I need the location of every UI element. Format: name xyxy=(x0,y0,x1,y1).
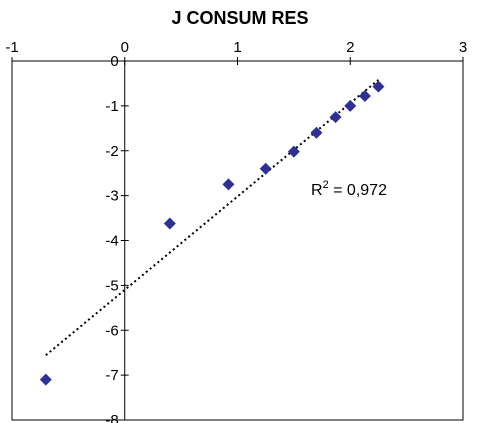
data-point xyxy=(310,126,323,139)
chart-title: J CONSUM RES xyxy=(171,8,309,28)
data-point xyxy=(372,80,385,93)
y-tick-label: 0 xyxy=(110,53,118,70)
x-tick-label: 3 xyxy=(459,39,467,56)
plot-area xyxy=(11,60,464,421)
y-tick-label: -4 xyxy=(105,233,118,250)
tick-labels: -1 0 1 2 3 0 -1 -2 -3 -4 -5 -6 -7 -8 xyxy=(5,39,467,423)
data-point xyxy=(344,99,357,112)
r-squared-label: R2 = 0,972 xyxy=(311,179,387,199)
x-tick-label: 2 xyxy=(346,39,354,56)
data-point xyxy=(163,217,176,230)
y-tick-label: -5 xyxy=(105,277,118,294)
y-tick-label: -6 xyxy=(105,322,118,339)
axes xyxy=(11,57,464,421)
y-tick-label: -3 xyxy=(105,188,118,205)
data-point xyxy=(259,162,272,175)
y-tick-label: -7 xyxy=(105,367,118,384)
x-tick-label: 1 xyxy=(233,39,241,56)
y-tick-label: -8 xyxy=(105,412,118,423)
data-points xyxy=(39,80,385,386)
data-point xyxy=(39,373,52,386)
trendline-group xyxy=(45,79,380,356)
y-tick-label: -2 xyxy=(105,143,118,160)
data-point xyxy=(329,111,342,124)
data-point xyxy=(287,145,300,158)
data-point xyxy=(222,178,235,191)
y-tick-label: -1 xyxy=(105,98,118,115)
x-tick-label: 0 xyxy=(121,39,129,56)
data-point xyxy=(358,90,371,103)
trendline xyxy=(45,79,380,356)
x-tick-label: -1 xyxy=(5,39,18,56)
